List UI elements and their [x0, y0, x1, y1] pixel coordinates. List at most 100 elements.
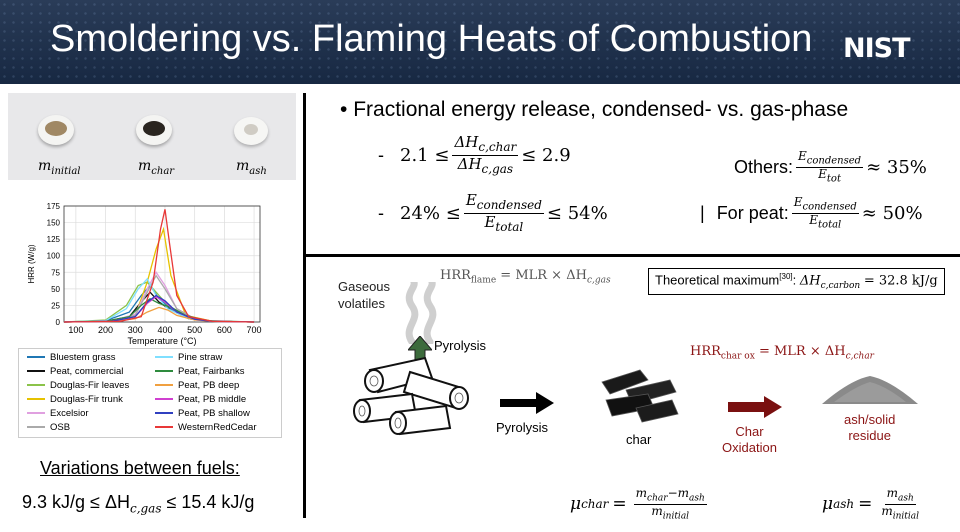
ash-cup [234, 117, 268, 145]
legend-label: Pine straw [178, 352, 223, 363]
legend-entry: Excelsior [27, 408, 89, 419]
bullet-mark: • [340, 98, 348, 121]
m-ash-label: mash [236, 158, 267, 177]
legend-swatch [27, 370, 45, 373]
legend-label: Peat, Fairbanks [178, 366, 245, 377]
legend-label: Peat, PB middle [178, 394, 247, 405]
m-char-label: mchar [138, 158, 175, 177]
legend-swatch [27, 426, 45, 429]
series-line [63, 296, 255, 323]
legend-swatch [155, 398, 173, 401]
pyrolysis-up-arrow [408, 336, 432, 376]
x-tick-label: 400 [157, 325, 172, 335]
initial-cup [38, 115, 74, 145]
legend-entry: Peat, PB deep [155, 380, 239, 391]
y-axis-label: HRR (W/g) [27, 244, 36, 283]
x-tick-label: 600 [217, 325, 232, 335]
legend-label: Peat, commercial [50, 366, 124, 377]
gaseous-volatiles-label: Gaseous volatiles [338, 279, 391, 311]
ash-pile-icon [822, 376, 918, 404]
legend-label: Peat, PB shallow [178, 408, 250, 419]
legend-swatch [27, 412, 45, 415]
x-tick-label: 100 [68, 325, 83, 335]
legend-label: Excelsior [50, 408, 89, 419]
y-tick-label: 75 [51, 268, 60, 277]
pyrolysis-right-arrow [500, 392, 554, 414]
legend-entry: Peat, Fairbanks [155, 366, 245, 377]
series-line [63, 277, 255, 323]
legend-entry: OSB [27, 422, 70, 433]
hrr-flame-equation: HRRflame = MLR × ΔHc,gas [440, 268, 611, 286]
legend-entry: Bluestem grass [27, 352, 115, 363]
slide-title: Smoldering vs. Flaming Heats of Combusti… [50, 18, 813, 60]
nist-logo: NIST [843, 33, 911, 64]
ash-residue-label: ash/solid residue [844, 412, 896, 443]
m-initial-label: minitial [38, 158, 81, 177]
mu-ash-equation: μ ash = mash minitial [822, 486, 920, 522]
legend-label: OSB [50, 422, 71, 433]
header-bar [0, 0, 960, 84]
equation-heat-ratio: - 2.1 ≤ ΔHc,char ΔHc,gas ≤ 2.9 [378, 133, 571, 176]
legend-entry: Peat, PB shallow [155, 408, 250, 419]
y-tick-label: 25 [51, 301, 60, 310]
y-tick-label: 175 [47, 202, 61, 211]
char-label: char [626, 432, 652, 447]
x-tick-label: 500 [187, 325, 202, 335]
legend-entry: Douglas-Fir trunk [27, 394, 123, 405]
y-tick-label: 0 [56, 318, 61, 327]
hrr-char-equation: HRRchar ox = MLR × ΔHc,char [690, 344, 874, 362]
series-line [63, 294, 255, 323]
legend-swatch [155, 412, 173, 415]
vertical-divider [303, 93, 306, 518]
y-tick-label: 125 [47, 235, 61, 244]
bullet-text: Fractional energy release, condensed- vs… [353, 98, 849, 121]
legend-label: WesternRedCedar [178, 422, 257, 433]
legend-swatch [155, 370, 173, 373]
y-tick-label: 50 [51, 285, 60, 294]
chart-legend: Bluestem grass Peat, commercial Douglas-Fi… [18, 348, 282, 438]
x-tick-label: 700 [247, 325, 262, 335]
legend-swatch [155, 426, 173, 429]
series-line [63, 306, 255, 323]
bullet-line: • Fractional energy release, condensed- … [340, 98, 848, 122]
pyrolysis-up-label: Pyrolysis [434, 338, 487, 353]
peat-ratio: | For peat: Econdensed Etotal ≈ 50% [700, 195, 923, 231]
variations-heading: Variations between fuels: [40, 458, 240, 478]
legend-swatch [27, 384, 45, 387]
header-pattern [0, 0, 960, 84]
char-cup [136, 115, 172, 145]
legend-swatch [27, 356, 45, 359]
mu-char-equation: μ char = mchar−mash minitial [570, 486, 707, 522]
legend-entry: Douglas-Fir leaves [27, 380, 129, 391]
legend-label: Douglas-Fir leaves [50, 380, 130, 391]
legend-label: Bluestem grass [50, 352, 116, 363]
series-line [63, 209, 255, 323]
legend-entry: Peat, commercial [27, 366, 123, 377]
y-tick-label: 100 [47, 252, 61, 261]
x-tick-label: 300 [128, 325, 143, 335]
legend-swatch [27, 398, 45, 401]
x-tick-label: 200 [98, 325, 113, 335]
x-axis-label: Temperature (°C) [127, 336, 196, 346]
legend-entry: WesternRedCedar [155, 422, 257, 433]
horizontal-divider [306, 254, 960, 257]
legend-label: Peat, PB deep [178, 380, 240, 391]
legend-entry: Peat, PB middle [155, 394, 246, 405]
legend-entry: Pine straw [155, 352, 222, 363]
variations-range: 9.3 kJ/g ≤ ΔHc,gas ≤ 15.4 kJ/g [22, 492, 255, 516]
legend-label: Douglas-Fir trunk [50, 394, 123, 405]
char-icon [601, 369, 679, 423]
equation-energy-ratio: - 24% ≤ Econdensed Etotal ≤ 54% [378, 191, 608, 234]
legend-swatch [155, 356, 173, 359]
char-oxidation-label: Char Oxidation [722, 424, 777, 455]
hrr-chart: 0 25 50 75 100 125 150 175 100 200 300 400 500 600 700… [27, 202, 262, 346]
plot-frame [63, 205, 261, 323]
y-tick-label: 150 [47, 219, 61, 228]
theoretical-maximum-box: Theoretical maximum[30]: ΔHc,carbon = 32… [648, 268, 945, 295]
sample-photo: minitial mchar mash [8, 93, 296, 180]
char-oxidation-arrow [728, 396, 782, 418]
legend-swatch [155, 384, 173, 387]
others-ratio: Others: Econdensed Etot ≈ 35% [734, 149, 927, 185]
pyrolysis-right-label: Pyrolysis [496, 420, 549, 435]
smoke-icon [405, 282, 437, 344]
